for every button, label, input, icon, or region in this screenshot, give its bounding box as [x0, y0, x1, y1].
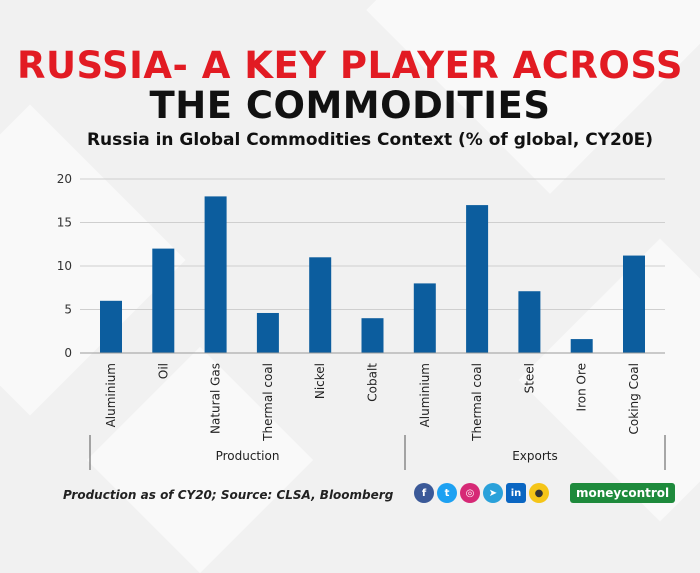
y-tick-label: 15	[57, 216, 72, 230]
group-label: Production	[216, 449, 280, 463]
bar	[204, 196, 227, 353]
bar	[152, 248, 175, 353]
bar	[623, 255, 645, 353]
brand-logo[interactable]: moneycontrol	[570, 483, 676, 503]
y-tick-label: 0	[64, 346, 72, 360]
bar	[466, 205, 489, 353]
headline-line-2: THE COMMODITIES	[149, 84, 551, 127]
x-tick-label: Cobalt	[366, 363, 380, 402]
twitter-icon[interactable]: t	[437, 483, 457, 503]
headline-line-1: RUSSIA- A KEY PLAYER ACROSS	[16, 44, 684, 87]
y-tick-label: 20	[57, 172, 72, 186]
bar	[518, 291, 541, 353]
y-tick-label: 10	[57, 259, 72, 273]
chart-title: Russia in Global Commodities Context (% …	[86, 130, 654, 150]
facebook-icon[interactable]: f	[414, 483, 434, 503]
bar	[361, 318, 384, 353]
x-tick-label: Coking Coal	[627, 363, 641, 434]
linkedin-icon[interactable]: in	[506, 483, 526, 503]
x-tick-label: Aluminium	[418, 363, 432, 427]
bar-chart: 0 5 10 15 20 Aluminium Oil Natural Gas Thermal c…	[57, 172, 666, 470]
bar	[256, 312, 279, 353]
bar	[570, 339, 593, 353]
telegram-icon[interactable]: ➤	[483, 483, 503, 503]
bar	[413, 283, 436, 353]
x-tick-label: Oil	[156, 363, 170, 379]
instagram-icon[interactable]: ◎	[460, 483, 480, 503]
source-note: Production as of CY20; Source: CLSA, Blo…	[63, 488, 394, 502]
bar	[100, 300, 122, 353]
x-tick-label: Thermal coal	[470, 363, 484, 442]
x-tick-label: Steel	[522, 363, 536, 393]
x-tick-label: Iron Ore	[575, 363, 589, 411]
bar	[309, 257, 332, 353]
x-tick-label: Aluminium	[104, 363, 118, 427]
social-icons: f t ◎ ➤ in ●	[414, 483, 549, 503]
x-tick-label: Nickel	[313, 363, 327, 399]
x-tick-label: Thermal coal	[261, 363, 275, 442]
koo-icon[interactable]: ●	[529, 483, 549, 503]
group-label: Exports	[512, 449, 558, 463]
y-tick-label: 5	[64, 303, 72, 317]
x-tick-label: Natural Gas	[209, 363, 223, 434]
